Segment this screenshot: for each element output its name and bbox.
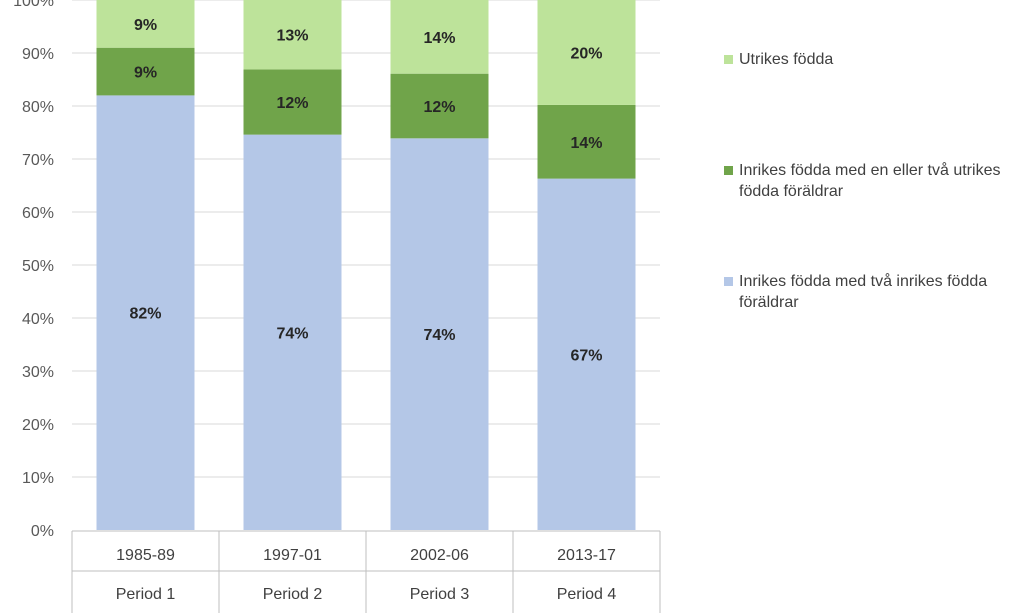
legend-swatch <box>724 166 733 175</box>
bar-segment <box>390 73 489 139</box>
bar-segment <box>537 104 636 179</box>
data-label: 12% <box>276 95 308 112</box>
y-axis-ticks: 0% 10% 20% 30% 40% 50% 60% 70% 80% 90% 100% <box>13 0 54 540</box>
bar-segment <box>243 134 342 530</box>
data-label: 9% <box>134 65 157 82</box>
x-axis: 1985-89 Period 1 1997-01 Period 2 2002-06 Per… <box>71 530 661 613</box>
y-tick-label: 60% <box>22 205 54 222</box>
bar-segment <box>537 178 636 531</box>
x-group-label: Period 1 <box>116 586 176 603</box>
bar-segment <box>96 47 195 96</box>
legend-label: Inrikes födda med två inrikes födda förä… <box>739 273 988 311</box>
data-label: 74% <box>423 327 455 344</box>
y-tick-label: 40% <box>22 311 54 328</box>
data-label: 20% <box>570 45 602 62</box>
x-category-label: 2013-17 <box>557 547 616 564</box>
y-tick-label: 80% <box>22 99 54 116</box>
data-label: 13% <box>276 28 308 45</box>
legend-label: Utrikes födda <box>739 51 834 68</box>
data-label: 14% <box>423 30 455 47</box>
y-tick-label: 0% <box>31 523 54 540</box>
data-label: 9% <box>134 17 157 34</box>
x-category-label: 1997-01 <box>263 547 322 564</box>
x-group-label: Period 4 <box>557 586 617 603</box>
bar-segment <box>390 138 489 530</box>
legend-swatch <box>724 55 733 64</box>
y-tick-label: 50% <box>22 258 54 275</box>
x-group-label: Period 2 <box>263 586 323 603</box>
x-group-label: Period 3 <box>410 586 470 603</box>
data-label: 67% <box>570 347 602 364</box>
legend-item-utrikes: Utrikes födda <box>724 49 1009 70</box>
bar-segment <box>96 0 195 48</box>
data-label: 12% <box>423 99 455 116</box>
data-label: 74% <box>276 325 308 342</box>
legend-label: Inrikes födda med en eller två utrikes f… <box>739 162 1001 200</box>
y-tick-label: 90% <box>22 46 54 63</box>
bar-segment <box>96 95 195 531</box>
x-category-label: 1985-89 <box>116 547 175 564</box>
y-tick-label: 30% <box>22 364 54 381</box>
y-tick-label: 70% <box>22 152 54 169</box>
bar-segment <box>243 69 342 135</box>
data-label: 82% <box>129 306 161 323</box>
data-labels: 82% 9% 9% 74% 12% 13% 74% 12% 14% 67% 14% 20% <box>129 17 602 364</box>
bar-segment <box>390 0 489 74</box>
legend-swatch <box>724 277 733 286</box>
x-category-label: 2002-06 <box>410 547 469 564</box>
y-tick-label: 100% <box>13 0 54 10</box>
bar-segment <box>243 0 342 70</box>
legend-item-inrikes-tva-inrikes: Inrikes födda med två inrikes födda förä… <box>724 271 1009 313</box>
y-tick-label: 10% <box>22 470 54 487</box>
legend-item-inrikes-en-eller-tva: Inrikes födda med en eller två utrikes f… <box>724 160 1009 202</box>
bar-segment <box>537 0 636 105</box>
bars <box>96 0 636 531</box>
y-tick-label: 20% <box>22 417 54 434</box>
data-label: 14% <box>570 135 602 152</box>
